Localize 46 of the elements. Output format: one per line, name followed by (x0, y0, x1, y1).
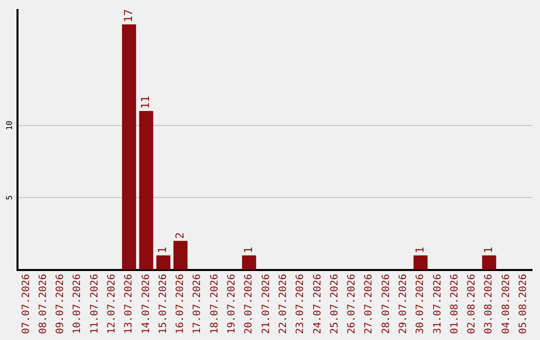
x-tick-label: 26.07.2026 (346, 274, 358, 334)
data-label: 1 (242, 246, 255, 254)
data-label: 17 (122, 9, 135, 22)
x-tick-label: 31.07.2026 (432, 274, 444, 334)
x-tick-label: 17.07.2026 (192, 274, 204, 334)
x-tick-label: 25.07.2026 (329, 274, 340, 334)
y-tick-label: 10 (4, 120, 14, 130)
x-tick-label: 13.07.2026 (124, 274, 135, 334)
bar (122, 24, 136, 270)
x-tick-label: 12.07.2026 (106, 274, 118, 334)
x-tick-label: 10.07.2026 (72, 274, 84, 334)
bar (482, 255, 496, 270)
x-tick-label: 29.07.2026 (398, 274, 409, 334)
x-tick-label: 16.07.2026 (175, 274, 186, 334)
bar (139, 111, 154, 270)
data-label: 1 (482, 246, 495, 254)
x-tick-label: 02.08.2026 (466, 274, 478, 334)
x-tick-label: 08.07.2026 (38, 274, 49, 334)
x-tick-label: 22.07.2026 (278, 274, 289, 334)
x-tick-label: 24.07.2026 (312, 274, 324, 334)
x-tick-label: 11.07.2026 (89, 274, 100, 334)
x-tick-label: 01.08.2026 (449, 274, 460, 334)
x-tick-label: 30.07.2026 (415, 274, 426, 334)
x-tick-label: 05.08.2026 (518, 274, 530, 334)
data-label: 11 (139, 96, 152, 110)
data-label: 2 (173, 232, 186, 239)
bar (242, 255, 256, 270)
x-tick-label: 09.07.2026 (55, 274, 66, 334)
x-tick-label: 28.07.2026 (380, 274, 392, 334)
x-tick-label: 21.07.2026 (260, 274, 272, 334)
x-tick-label: 27.07.2026 (364, 274, 375, 334)
x-tick-label: 23.07.2026 (295, 274, 306, 334)
data-label: 1 (413, 246, 426, 254)
x-tick-label: 15.07.2026 (158, 274, 169, 334)
x-tick-label: 03.08.2026 (484, 274, 495, 334)
x-tick-label: 19.07.2026 (226, 274, 238, 334)
x-tick-label: 20.07.2026 (244, 274, 255, 334)
bar (156, 255, 170, 270)
x-tick-label: 14.07.2026 (140, 274, 152, 334)
x-tick-label: 04.08.2026 (500, 274, 512, 334)
data-label: 1 (156, 246, 170, 254)
bar (173, 240, 188, 270)
bar (414, 255, 428, 270)
x-tick-label: 18.07.2026 (209, 274, 220, 334)
x-tick-label: 07.07.2026 (20, 274, 32, 334)
y-tick-label: 5 (4, 195, 14, 200)
